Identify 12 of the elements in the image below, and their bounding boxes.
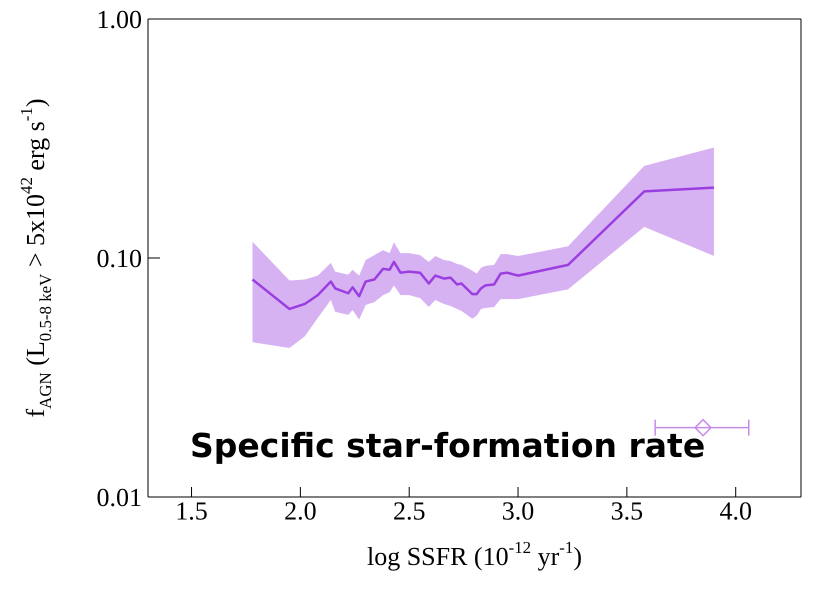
annotation: Specific star-formation rate xyxy=(190,426,706,465)
x-tick-label: 2.0 xyxy=(284,496,317,526)
x-axis-title: log SSFR (10$^{-12}$ yr$^{-1}$) xyxy=(366,538,582,571)
y-tick-label: 0.10 xyxy=(96,244,142,274)
x-tick-label: 3.0 xyxy=(502,496,534,526)
x-tick-label: 1.5 xyxy=(175,496,208,526)
x-tick-label: 2.5 xyxy=(392,496,426,526)
y-tick-label: 0.01 xyxy=(96,483,142,512)
x-tick-label: 3.5 xyxy=(610,496,644,526)
y-tick-label: 1.00 xyxy=(96,5,142,34)
line-series xyxy=(251,186,716,310)
x-tick-label: 4.0 xyxy=(719,496,752,526)
